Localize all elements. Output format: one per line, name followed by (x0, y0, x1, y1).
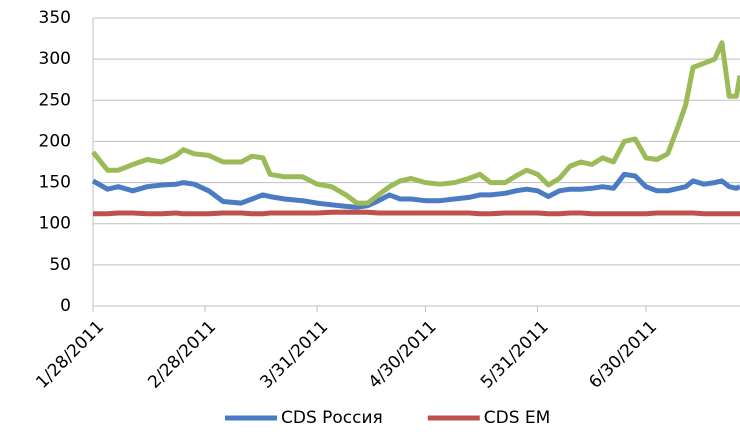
y-tick-label: 0 (60, 296, 71, 316)
y-tick-label: 350 (39, 8, 71, 28)
series-line (91, 40, 740, 206)
x-tick-label: 4/30/2011 (365, 317, 441, 393)
legend-label: CDS EM (484, 408, 551, 428)
x-tick-label: 5/31/2011 (477, 317, 553, 393)
x-tick-label: 2/28/2011 (144, 317, 220, 393)
x-tick-label: 1/28/2011 (32, 317, 108, 393)
y-tick-label: 150 (39, 173, 71, 193)
y-tick-label: 300 (39, 49, 71, 69)
x-tick-label: 3/31/2011 (256, 317, 332, 393)
y-tick-label: 100 (39, 214, 71, 234)
legend-label: CDS Россия (281, 408, 383, 428)
series-line (93, 209, 740, 217)
y-tick-label: 250 (39, 90, 71, 110)
x-tick-label: 6/30/2011 (585, 317, 661, 393)
y-tick-label: 50 (49, 255, 71, 275)
series-line (91, 171, 740, 210)
y-tick-label: 200 (39, 131, 71, 151)
